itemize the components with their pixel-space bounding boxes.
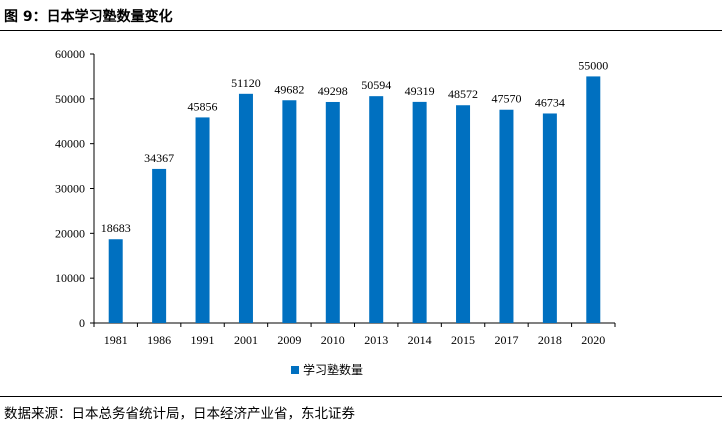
bar-1986 bbox=[152, 168, 167, 323]
data-label-1981: 18683 bbox=[101, 221, 131, 235]
x-tick-label: 2014 bbox=[408, 333, 432, 347]
data-label-2001: 51120 bbox=[231, 76, 261, 90]
data-label-2010: 49298 bbox=[318, 84, 348, 98]
data-label-2015: 48572 bbox=[448, 87, 478, 101]
x-tick-label: 2015 bbox=[451, 333, 475, 347]
data-label-2014: 49319 bbox=[405, 84, 435, 98]
legend-label: 学习塾数量 bbox=[303, 362, 363, 377]
data-label-2013: 50594 bbox=[361, 78, 391, 92]
x-tick-label: 1986 bbox=[147, 333, 171, 347]
y-tick-label: 60000 bbox=[55, 47, 85, 61]
legend-swatch bbox=[291, 366, 299, 374]
data-label-2018: 46734 bbox=[535, 95, 565, 109]
bar-2020 bbox=[586, 76, 601, 324]
chart-legend: 学习塾数量 bbox=[291, 362, 363, 377]
data-label-2009: 49682 bbox=[274, 82, 304, 96]
bar-2010 bbox=[325, 101, 340, 323]
title-rule bbox=[0, 30, 722, 31]
chart-data-labels: 18683 34367 45856 51120 49682 49298 50594 49319… bbox=[101, 58, 609, 235]
x-tick-label: 1991 bbox=[191, 333, 215, 347]
x-tick-label: 1981 bbox=[104, 333, 128, 347]
chart-axes: 0 10000 20000 30000 40000 50000 60000 1981 1986 1… bbox=[55, 47, 616, 347]
data-label-2017: 47570 bbox=[491, 92, 521, 106]
figure-title: 图 9：日本学习塾数量变化 bbox=[4, 9, 173, 25]
source-note: 数据来源：日本总务省统计局，日本经济产业省，东北证券 bbox=[4, 406, 355, 422]
x-tick-label: 2013 bbox=[364, 333, 388, 347]
bar-2001 bbox=[238, 93, 253, 323]
x-tick-label: 2017 bbox=[494, 333, 518, 347]
bar-2015 bbox=[456, 105, 471, 323]
x-tick-label: 2020 bbox=[581, 333, 605, 347]
source-rule bbox=[0, 396, 722, 397]
data-label-1986: 34367 bbox=[144, 151, 174, 165]
bar-1981 bbox=[108, 239, 123, 323]
x-tick-label: 2001 bbox=[234, 333, 258, 347]
x-tick-label: 2009 bbox=[277, 333, 301, 347]
bar-2018 bbox=[542, 113, 557, 324]
bar-2014 bbox=[412, 101, 427, 324]
bar-2013 bbox=[369, 96, 384, 324]
bar-2017 bbox=[499, 109, 514, 323]
x-tick-label: 2018 bbox=[538, 333, 562, 347]
y-tick-label: 30000 bbox=[55, 182, 85, 196]
y-tick-label: 20000 bbox=[55, 226, 85, 240]
chart-bars bbox=[108, 76, 601, 324]
x-tick-label: 2010 bbox=[321, 333, 345, 347]
bar-1991 bbox=[195, 117, 210, 324]
y-tick-label: 10000 bbox=[55, 271, 85, 285]
data-label-2020: 55000 bbox=[578, 58, 608, 72]
y-tick-label: 0 bbox=[79, 316, 85, 330]
bar-2009 bbox=[282, 100, 297, 323]
y-tick-label: 50000 bbox=[55, 92, 85, 106]
y-tick-label: 40000 bbox=[55, 137, 85, 151]
data-label-1991: 45856 bbox=[188, 99, 218, 113]
